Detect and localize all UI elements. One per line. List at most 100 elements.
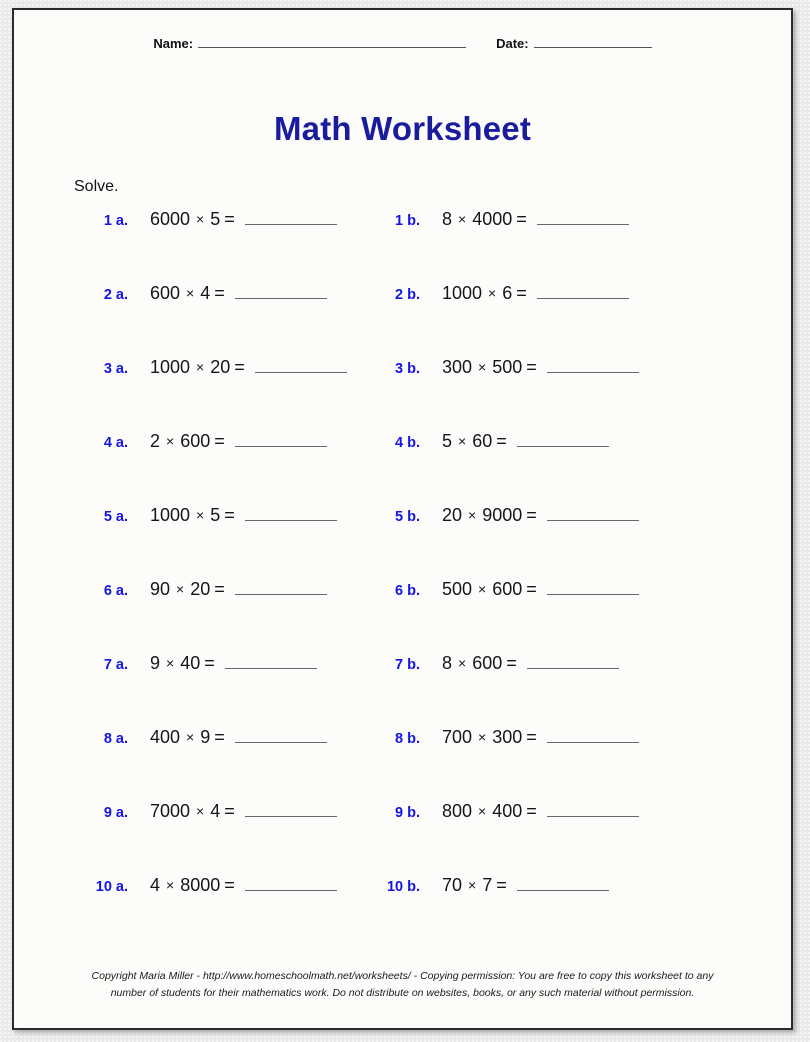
- problem-cell: 4 a. 2 × 600 =: [14, 431, 364, 505]
- answer-blank[interactable]: [244, 803, 337, 817]
- equals-sign: =: [526, 727, 537, 747]
- operand-right: 4000: [472, 209, 513, 229]
- instruction-text: Solve.: [74, 178, 119, 195]
- problem-cell: 2 a. 600 × 4 =: [14, 283, 364, 357]
- copyright-line-2: number of students for their mathematics…: [110, 987, 695, 999]
- equals-sign: =: [526, 801, 537, 821]
- multiplication-operator-icon: ×: [458, 433, 467, 449]
- problem-expression: 1000 × 5 =: [128, 505, 337, 526]
- date-label: Date:: [496, 36, 529, 51]
- problem-expression: 4 × 8000 =: [128, 875, 337, 896]
- problem-grid: 1 a. 6000 × 5 = 1 b. 8 × 4000 = 2 a. 600 × 4 = 2 b. 1000…: [14, 209, 795, 949]
- problem-cell: 6 a. 90 × 20 =: [14, 579, 364, 653]
- operand-left: 4: [150, 875, 161, 895]
- operand-right: 9000: [482, 505, 523, 525]
- problem-number: 1 b.: [395, 213, 420, 229]
- operand-right: 600: [472, 653, 503, 673]
- answer-blank[interactable]: [234, 285, 327, 299]
- problem-cell: 7 a. 9 × 40 =: [14, 653, 364, 727]
- operand-left: 800: [442, 801, 473, 821]
- multiplication-operator-icon: ×: [458, 655, 467, 671]
- answer-blank[interactable]: [516, 433, 609, 447]
- operand-left: 8: [442, 209, 453, 229]
- problem-expression: 400 × 9 =: [128, 727, 327, 748]
- date-blank-line[interactable]: [533, 36, 652, 48]
- multiplication-operator-icon: ×: [166, 433, 175, 449]
- multiplication-operator-icon: ×: [478, 359, 487, 375]
- answer-blank[interactable]: [224, 655, 317, 669]
- problem-cell: 2 b. 1000 × 6 =: [364, 283, 714, 357]
- problem-expression: 2 × 600 =: [128, 431, 327, 452]
- problem-cell: 7 b. 8 × 600 =: [364, 653, 714, 727]
- operand-right: 7: [482, 875, 493, 895]
- answer-blank[interactable]: [546, 729, 639, 743]
- answer-blank[interactable]: [546, 359, 639, 373]
- answer-blank[interactable]: [254, 359, 347, 373]
- operand-left: 300: [442, 357, 473, 377]
- answer-blank[interactable]: [546, 581, 639, 595]
- equals-sign: =: [506, 653, 517, 673]
- problem-number: 9 b.: [395, 805, 420, 821]
- operand-right: 5: [210, 209, 221, 229]
- problem-cell: 10 b. 70 × 7 =: [364, 875, 714, 949]
- problem-row: 5 a. 1000 × 5 = 5 b. 20 × 9000 =: [14, 505, 795, 579]
- name-blank-line[interactable]: [198, 36, 467, 48]
- problem-number: 6 b.: [395, 583, 420, 599]
- problem-expression: 90 × 20 =: [128, 579, 327, 600]
- equals-sign: =: [224, 505, 235, 525]
- name-date-row: Name: Date:: [14, 36, 791, 51]
- operand-left: 9: [150, 653, 161, 673]
- problem-expression: 300 × 500 =: [420, 357, 639, 378]
- problem-expression: 9 × 40 =: [128, 653, 317, 674]
- answer-blank[interactable]: [516, 877, 609, 891]
- problem-cell: 8 b. 700 × 300 =: [364, 727, 714, 801]
- answer-blank[interactable]: [536, 211, 629, 225]
- problem-cell: 3 a. 1000 × 20 =: [14, 357, 364, 431]
- operand-left: 1000: [150, 357, 191, 377]
- multiplication-operator-icon: ×: [196, 359, 205, 375]
- problem-cell: 4 b. 5 × 60 =: [364, 431, 714, 505]
- answer-blank[interactable]: [536, 285, 629, 299]
- multiplication-operator-icon: ×: [186, 285, 195, 301]
- problem-expression: 7000 × 4 =: [128, 801, 337, 822]
- problem-number: 4 b.: [395, 435, 420, 451]
- multiplication-operator-icon: ×: [166, 655, 175, 671]
- equals-sign: =: [204, 653, 215, 673]
- multiplication-operator-icon: ×: [458, 211, 467, 227]
- answer-blank[interactable]: [234, 729, 327, 743]
- problem-cell: 1 a. 6000 × 5 =: [14, 209, 364, 283]
- multiplication-operator-icon: ×: [166, 877, 175, 893]
- answer-blank[interactable]: [234, 433, 327, 447]
- problem-row: 2 a. 600 × 4 = 2 b. 1000 × 6 =: [14, 283, 795, 357]
- problem-expression: 20 × 9000 =: [420, 505, 639, 526]
- answer-blank[interactable]: [526, 655, 619, 669]
- answer-blank[interactable]: [244, 507, 337, 521]
- operand-left: 400: [150, 727, 181, 747]
- equals-sign: =: [526, 505, 537, 525]
- equals-sign: =: [214, 283, 225, 303]
- operand-left: 90: [150, 579, 171, 599]
- problem-row: 4 a. 2 × 600 = 4 b. 5 × 60 =: [14, 431, 795, 505]
- problem-number: 6 a.: [103, 583, 128, 599]
- operand-left: 2: [150, 431, 161, 451]
- answer-blank[interactable]: [244, 877, 337, 891]
- answer-blank[interactable]: [546, 507, 639, 521]
- operand-right: 4: [200, 283, 211, 303]
- problem-number: 9 a.: [103, 805, 128, 821]
- problem-row: 7 a. 9 × 40 = 7 b. 8 × 600 =: [14, 653, 795, 727]
- multiplication-operator-icon: ×: [186, 729, 195, 745]
- equals-sign: =: [526, 357, 537, 377]
- multiplication-operator-icon: ×: [478, 729, 487, 745]
- problem-cell: 10 a. 4 × 8000 =: [14, 875, 364, 949]
- operand-left: 600: [150, 283, 181, 303]
- problem-expression: 600 × 4 =: [128, 283, 327, 304]
- problem-number: 5 a.: [103, 509, 128, 525]
- problem-number: 3 b.: [395, 361, 420, 377]
- answer-blank[interactable]: [244, 211, 337, 225]
- problem-cell: 6 b. 500 × 600 =: [364, 579, 714, 653]
- equals-sign: =: [224, 875, 235, 895]
- answer-blank[interactable]: [546, 803, 639, 817]
- problem-expression: 500 × 600 =: [420, 579, 639, 600]
- problem-number: 1 a.: [103, 213, 128, 229]
- answer-blank[interactable]: [234, 581, 327, 595]
